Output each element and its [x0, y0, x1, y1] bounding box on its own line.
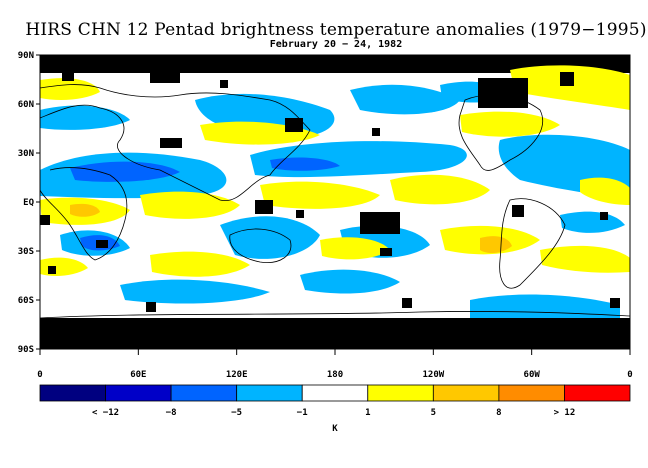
colorbar-label: 5	[431, 408, 436, 418]
lon-tick-label: 180	[327, 370, 343, 380]
colorbar-swatch	[367, 384, 434, 402]
anomaly-field	[40, 55, 630, 349]
strong-negative-regions	[70, 157, 340, 251]
lat-tick-label: 60N	[18, 100, 34, 110]
colorbar-swatch	[236, 384, 303, 402]
lon-tick-label: 120E	[226, 370, 248, 380]
north-polar-missing	[40, 55, 630, 73]
colorbar-label: −1	[297, 408, 308, 418]
lon-tick-label: 60E	[130, 370, 146, 380]
missing-data-cells	[40, 72, 620, 312]
continent-outlines	[40, 84, 630, 319]
lat-tick-label: 30S	[18, 247, 34, 257]
colorbar-label: 8	[496, 408, 501, 418]
lat-tick-label: EQ	[23, 198, 34, 208]
south-polar-missing	[40, 318, 630, 349]
colorbar-swatch	[170, 384, 238, 402]
lon-tick-label: 120W	[422, 370, 444, 380]
colorbar-label: −5	[231, 408, 242, 418]
lat-tick-label: 90S	[18, 345, 34, 355]
strong-positive-regions	[70, 203, 512, 254]
map-subtitle: February 20 − 24, 1982	[269, 39, 403, 50]
lon-tick-label: 0	[627, 370, 632, 380]
positive-anomaly-regions	[40, 65, 630, 277]
colorbar-unit: K	[332, 424, 338, 434]
lat-tick-label: 90N	[18, 51, 34, 61]
colorbar-swatch	[301, 384, 369, 402]
colorbar-label: −8	[166, 408, 177, 418]
colorbar-label: 1	[365, 408, 370, 418]
lat-tick-label: 60S	[18, 296, 34, 306]
colorbar-swatch	[498, 384, 565, 402]
latitude-axis: 90N 60N 30N EQ 30S 60S 90S	[18, 51, 40, 355]
colorbar-label: < −12	[92, 408, 119, 418]
colorbar-swatch	[432, 384, 500, 402]
colorbar-swatch	[105, 384, 172, 402]
colorbar-swatch	[564, 384, 631, 402]
colorbar-label: > 12	[554, 408, 576, 418]
colorbar-swatch	[39, 384, 106, 402]
lon-tick-label: 0	[37, 370, 42, 380]
lon-tick-label: 60W	[524, 370, 541, 380]
lat-tick-label: 30N	[18, 149, 34, 159]
longitude-axis: 0 60E 120E 180 120W 60W 0	[37, 349, 633, 380]
map-title: HIRS CHN 12 Pentad brightness temperatur…	[25, 20, 647, 40]
colorbar: < −12 −8 −5 −1 1 5 8 > 12 K	[39, 384, 631, 434]
